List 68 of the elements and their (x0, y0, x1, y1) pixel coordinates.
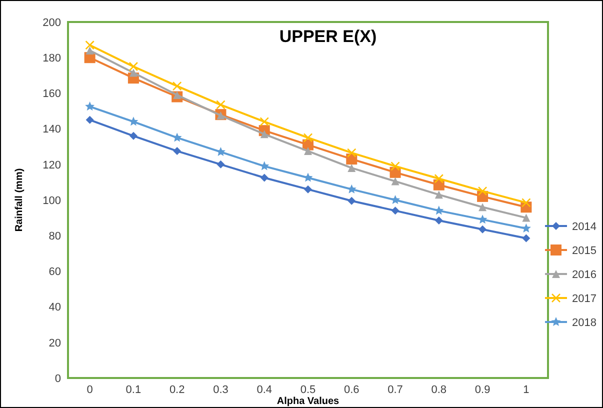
point (478, 214, 488, 224)
point (391, 177, 400, 186)
x-tick-label: 0.8 (431, 384, 447, 396)
point (522, 214, 530, 222)
x-tick-label: 0.5 (300, 384, 316, 396)
point (522, 198, 531, 208)
point (303, 133, 313, 142)
point (434, 190, 443, 199)
x-tick-label: 0.2 (169, 384, 185, 396)
y-tick-label: 120 (42, 159, 61, 172)
point (348, 164, 356, 172)
x-tick-label: 0.6 (344, 384, 360, 396)
y-tick-label: 0 (54, 372, 61, 385)
point (304, 147, 312, 156)
x-tick-label: 0.7 (388, 384, 403, 396)
chart-title: UPPER E(X) (279, 27, 377, 46)
point (348, 196, 356, 205)
point (86, 46, 94, 54)
y-tick-label: 60 (48, 266, 61, 278)
point (478, 186, 488, 196)
y-tick-label: 40 (48, 302, 61, 314)
point (478, 203, 487, 212)
legend-label: 2018 (572, 316, 596, 329)
legend-label: 2017 (572, 292, 596, 305)
point (85, 102, 95, 111)
point (173, 147, 182, 156)
x-tick-label: 0.9 (474, 384, 490, 396)
point (391, 206, 400, 215)
point (173, 90, 182, 99)
point (478, 225, 487, 234)
legend-label: 2016 (572, 268, 596, 281)
point (434, 216, 443, 224)
y-tick-label: 20 (48, 337, 61, 350)
x-axis-title: Alpha Values (276, 396, 340, 407)
point (390, 162, 400, 171)
x-tick-label: 0.1 (126, 384, 142, 396)
point (128, 116, 138, 126)
point (521, 223, 531, 233)
point (260, 117, 270, 126)
point (522, 234, 530, 242)
point (216, 100, 226, 110)
point (390, 195, 400, 204)
x-tick-label: 1 (523, 384, 530, 396)
y-tick-label: 140 (42, 124, 61, 136)
y-tick-label: 80 (48, 230, 61, 242)
x-tick-label: 0.4 (256, 384, 272, 396)
point (260, 130, 268, 138)
legend-label: 2015 (572, 244, 596, 257)
point (129, 68, 138, 77)
y-tick-label: 180 (42, 52, 61, 64)
point (434, 174, 444, 184)
y-axis-title: Rainfall (mm) (14, 168, 25, 232)
point (216, 160, 225, 168)
point (128, 62, 138, 72)
point (304, 185, 312, 194)
point (172, 81, 182, 91)
legend-label: 2014 (572, 220, 596, 233)
y-tick-label: 100 (42, 194, 61, 207)
point (346, 148, 356, 158)
y-tick-label: 200 (42, 16, 61, 29)
x-tick-label: 0 (86, 384, 93, 396)
point (260, 174, 268, 182)
x-tick-label: 0.3 (213, 384, 228, 396)
point (86, 116, 94, 124)
y-tick-label: 160 (42, 88, 61, 100)
point (129, 132, 138, 140)
point (85, 40, 94, 50)
point (260, 161, 270, 170)
